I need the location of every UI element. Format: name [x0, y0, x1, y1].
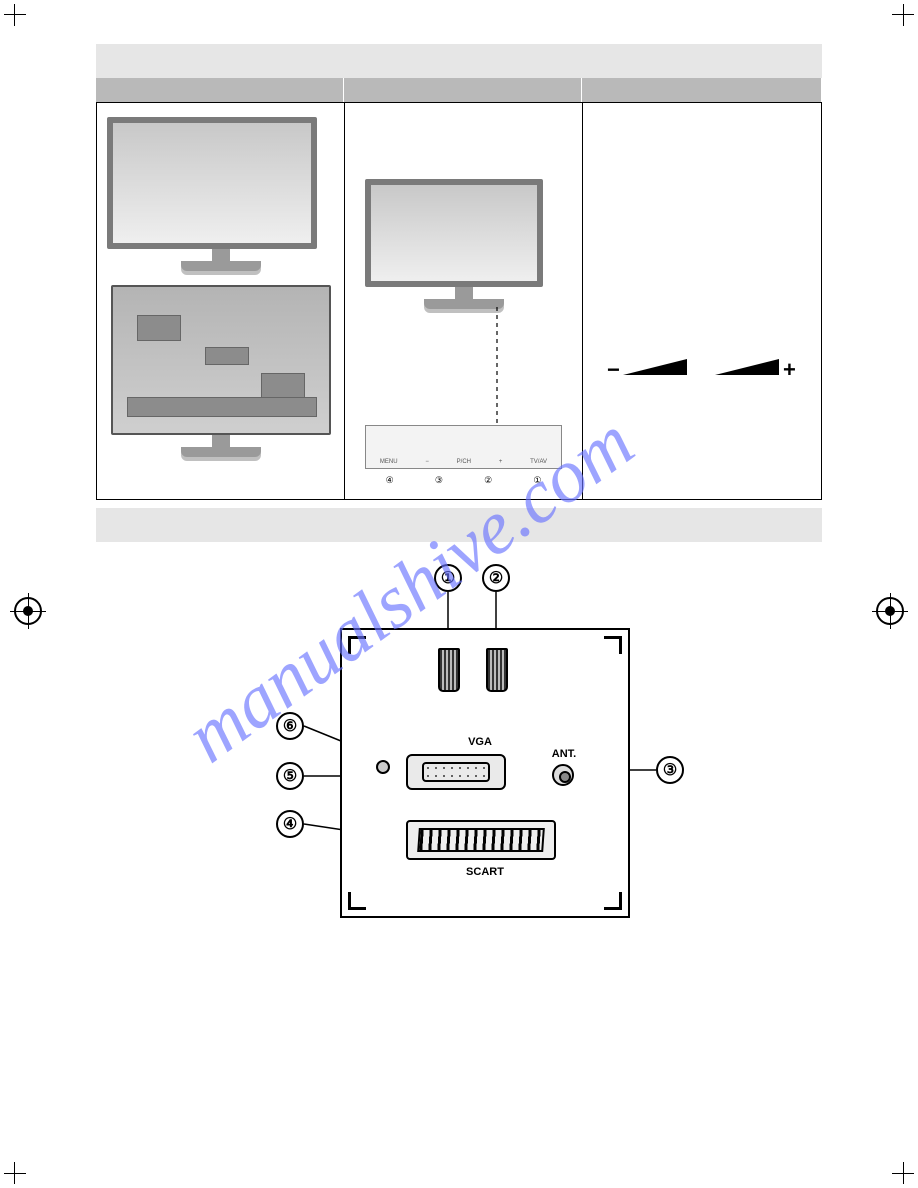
callout-number: ④ [386, 475, 394, 485]
table-col-control-strip: MENU − P/CH + TV/AV ④ ③ ② ① [345, 103, 583, 499]
volume-down-icon: − [603, 351, 693, 396]
ctrl-label: + [499, 459, 503, 465]
table-header-row [96, 78, 822, 102]
section-heading-bar [96, 44, 822, 78]
ctrl-label: MENU [380, 459, 398, 465]
scart-port [406, 820, 556, 860]
crop-mark [884, 1154, 914, 1184]
crop-mark [884, 4, 914, 34]
control-strip-enlarged: MENU − P/CH + TV/AV [365, 425, 562, 469]
table-col-tv-views [97, 103, 345, 499]
scart-label: SCART [450, 866, 520, 878]
connector-box: VGA ANT. SCART [340, 628, 630, 918]
hdmi-port-1 [438, 648, 460, 692]
ctrl-label: TV/AV [530, 459, 547, 465]
callout-number: ③ [435, 475, 443, 485]
tv-rear-drawing [111, 285, 331, 435]
ctrl-label: P/CH [457, 459, 471, 465]
callout-number: ② [484, 475, 492, 485]
plus-glyph: + [783, 357, 796, 382]
registration-target-right [876, 597, 904, 625]
vga-label: VGA [450, 736, 510, 748]
tv-controls-table: MENU − P/CH + TV/AV ④ ③ ② ① − [96, 78, 822, 500]
control-strip-callouts: ④ ③ ② ① [365, 475, 562, 485]
corner-mark [348, 886, 372, 910]
page: MENU − P/CH + TV/AV ④ ③ ② ① − [0, 0, 918, 1188]
volume-up-icon: + [711, 351, 801, 396]
audio-jack [376, 760, 390, 774]
corner-mark [348, 636, 372, 660]
hdmi-port-2 [486, 648, 508, 692]
ctrl-label: − [425, 459, 429, 465]
crop-mark [4, 1154, 34, 1184]
corner-mark [598, 636, 622, 660]
table-body: MENU − P/CH + TV/AV ④ ③ ② ① − [96, 102, 822, 500]
minus-glyph: − [607, 357, 620, 382]
antenna-port [552, 764, 574, 786]
table-col-volume-icons: − + [583, 103, 821, 499]
callout-number: ① [533, 475, 541, 485]
ant-label: ANT. [544, 748, 584, 760]
connector-panel-diagram: ① ② ③ ④ ⑤ ⑥ VGA ANT. [260, 560, 690, 920]
registration-target-left [14, 597, 42, 625]
vga-port [406, 754, 506, 790]
section-heading-bar [96, 508, 822, 542]
crop-mark [4, 4, 34, 34]
tv-front-drawing [107, 117, 334, 271]
corner-mark [598, 886, 622, 910]
